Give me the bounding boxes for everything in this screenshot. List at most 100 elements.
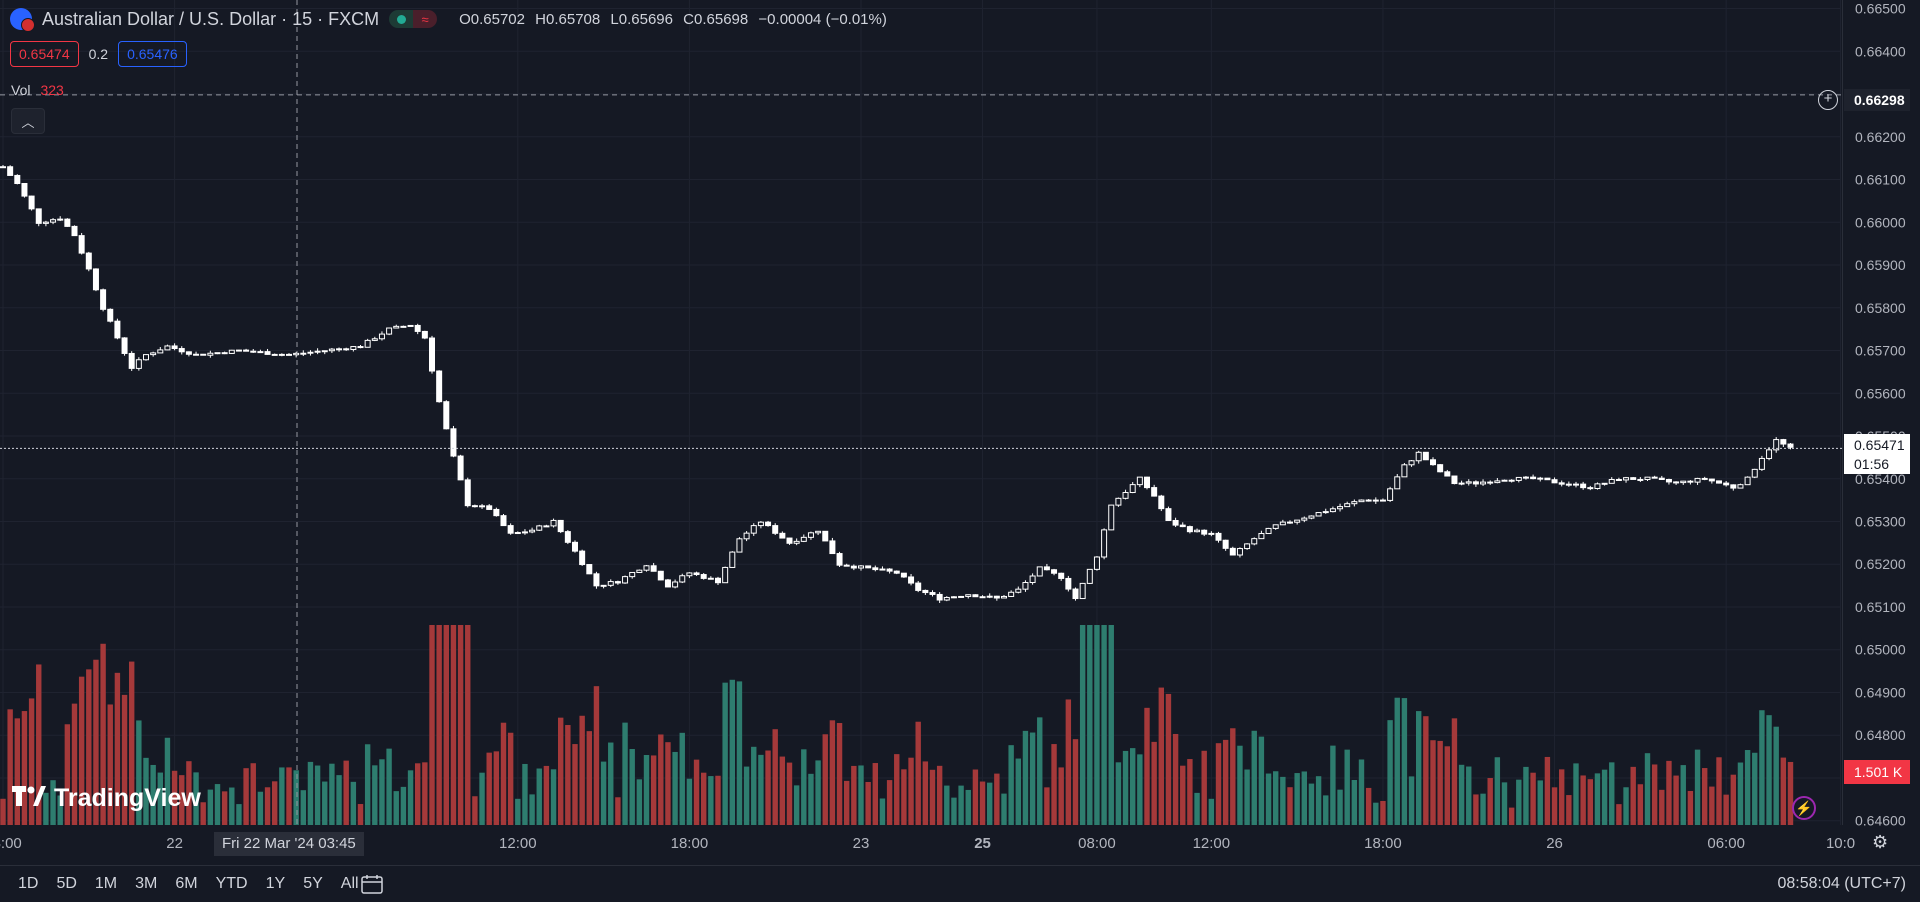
timezone-clock[interactable]: 08:58:04 (UTC+7) <box>1777 875 1906 892</box>
time-axis[interactable]: 18:00 22 12:00 18:00 23 25 08:00 12:00 18:00 26 06… <box>0 835 1855 852</box>
volume-bar <box>493 751 500 825</box>
candle-body <box>1093 556 1100 570</box>
range-1y[interactable]: 1Y <box>265 875 286 892</box>
range-all[interactable]: All <box>340 875 359 892</box>
settings-gear-icon[interactable]: ⚙ <box>1872 832 1889 852</box>
candle-body <box>664 579 671 588</box>
candle-body <box>629 571 636 578</box>
candle-body <box>1444 471 1451 477</box>
volume-bar <box>772 729 778 825</box>
volume-bar <box>407 770 414 825</box>
candle-body <box>700 574 707 579</box>
volume-bar <box>372 765 378 825</box>
candle-body <box>1723 482 1730 486</box>
candle-body <box>1144 476 1150 489</box>
volume-bar <box>701 772 707 825</box>
volume-bar <box>36 664 42 825</box>
date-range-selector: 1D 5D 1M 3M 6M YTD 1Y 5Y All <box>18 875 359 893</box>
candle-body <box>1215 532 1222 541</box>
volume-bar <box>1015 758 1021 825</box>
candle-body <box>1680 480 1687 484</box>
price-chart[interactable]: 0.665000.664000.663000.662000.661000.660… <box>0 0 1920 865</box>
candle-body <box>679 575 686 583</box>
volume-label[interactable]: Vol <box>11 82 31 98</box>
volume-bar <box>743 766 750 825</box>
volume-bar <box>779 756 786 825</box>
volume-bar <box>1694 749 1701 825</box>
candle-body <box>564 531 571 543</box>
volume-bar <box>507 732 514 825</box>
volume-bar <box>1430 740 1436 825</box>
volume-bar <box>579 715 585 825</box>
candle-body <box>1415 451 1422 462</box>
candle-body <box>1673 481 1680 484</box>
candle-body <box>364 339 371 348</box>
candle-body <box>457 455 464 481</box>
candle-body <box>529 529 536 533</box>
candle-body <box>293 352 300 356</box>
volume-bar <box>257 791 264 825</box>
candle-body <box>1208 532 1215 535</box>
volume-bar <box>1759 710 1765 825</box>
candle-body <box>1787 443 1794 448</box>
go-to-date-calendar-icon[interactable] <box>360 874 386 894</box>
symbol-title[interactable]: Australian Dollar / U.S. Dollar · 15 · F… <box>42 8 380 29</box>
candle-body <box>765 521 772 527</box>
volume-bar <box>858 765 864 825</box>
volume-bar <box>865 781 871 825</box>
volume-bar <box>1766 715 1772 825</box>
volume-bar <box>1773 726 1779 825</box>
volume-bar <box>14 718 20 825</box>
range-1m[interactable]: 1M <box>94 875 118 892</box>
candle-body <box>235 349 242 352</box>
candle-body <box>1222 539 1229 549</box>
candle-body <box>1458 482 1465 485</box>
volume-bar <box>1344 749 1350 825</box>
candle-body <box>1730 484 1737 489</box>
lightning-icon[interactable]: ⚡ <box>1792 796 1816 820</box>
price-tick-label: 0.65000 <box>1855 642 1906 658</box>
candle-body <box>1201 529 1208 535</box>
time-tick-label: 12:00 <box>499 835 537 852</box>
range-5y[interactable]: 5Y <box>303 875 323 892</box>
volume-bar <box>1294 773 1300 825</box>
candle-body <box>200 353 207 356</box>
current-price-tag: 0.65471 01:56 <box>1844 434 1910 474</box>
volume-bar <box>901 769 907 825</box>
range-ytd[interactable]: YTD <box>215 875 248 892</box>
collapse-legend-button[interactable]: ︿ <box>11 108 45 134</box>
volume-bar <box>1008 745 1014 825</box>
market-status-pill[interactable]: ≈ <box>389 10 438 28</box>
buy-button[interactable]: 0.65476 <box>118 41 187 67</box>
volume-bar <box>179 775 185 825</box>
tradingview-logo[interactable]: TradingView <box>12 784 201 813</box>
price-tick-label: 0.65300 <box>1855 514 1906 530</box>
volume-bar <box>1301 771 1307 825</box>
range-6m[interactable]: 6M <box>175 875 198 892</box>
volume-bar <box>436 625 442 825</box>
candle-body <box>1522 476 1529 479</box>
volume-bar <box>693 759 700 825</box>
candle-body <box>1694 477 1701 483</box>
range-5d[interactable]: 5D <box>56 875 77 892</box>
time-tick-label: 18:00 <box>671 835 709 852</box>
candle-body <box>557 519 564 533</box>
sell-button[interactable]: 0.65474 <box>10 41 79 67</box>
candle-body <box>1079 582 1086 600</box>
spread-value: 0.2 <box>88 46 109 62</box>
candle-body <box>464 479 471 507</box>
candle-body <box>1623 477 1630 481</box>
volume-bar <box>43 792 49 825</box>
range-3m[interactable]: 3M <box>135 875 158 892</box>
volume-bar <box>1365 787 1372 825</box>
close-value: 0.65698 <box>694 10 749 28</box>
add-alert-plus-icon[interactable]: + <box>1818 90 1838 110</box>
volume-bar <box>622 722 628 825</box>
volume-bar <box>600 761 607 825</box>
price-axis-panel[interactable] <box>1842 0 1920 825</box>
volume-bar <box>1358 759 1365 825</box>
candle-body <box>1451 475 1458 485</box>
volume-bar <box>1487 778 1493 825</box>
range-1d[interactable]: 1D <box>18 875 39 892</box>
candle-body <box>1315 512 1322 517</box>
